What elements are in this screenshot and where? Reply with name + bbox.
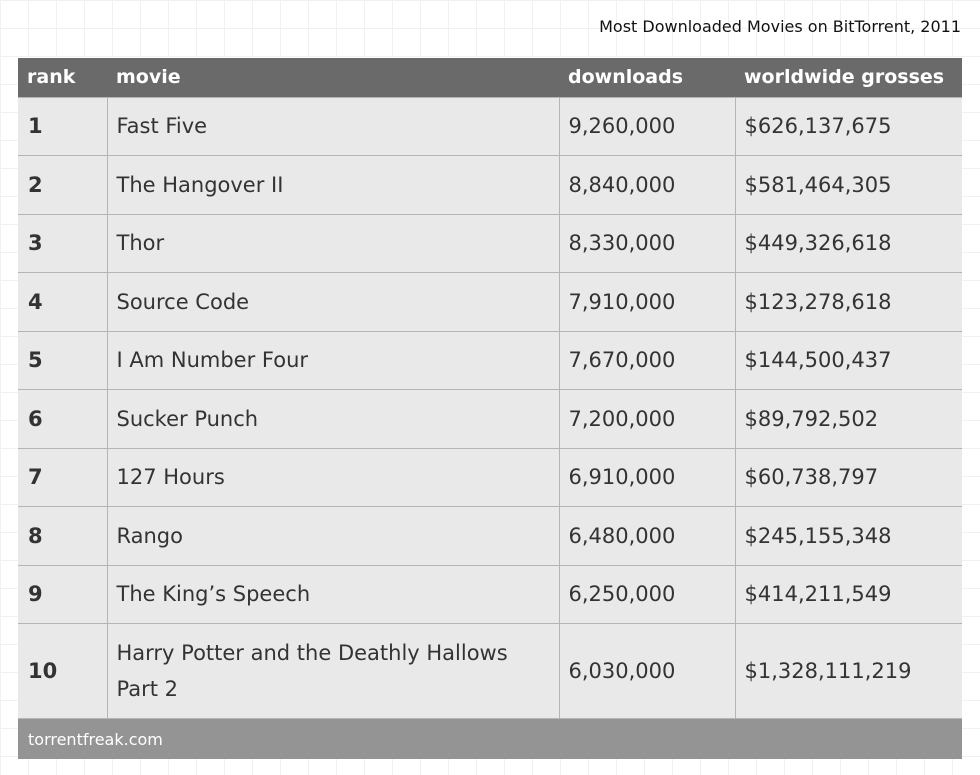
movie-cell: Rango <box>106 506 560 566</box>
movie-cell: I Am Number Four <box>106 330 560 390</box>
rank-cell: 5 <box>18 330 108 390</box>
chart-title: Most Downloaded Movies on BitTorrent, 20… <box>599 17 961 36</box>
gross-cell: $626,137,675 <box>734 96 962 156</box>
table-row: 9 The King’s Speech 6,250,000 $414,211,5… <box>18 564 962 624</box>
downloads-cell: 7,200,000 <box>558 389 736 449</box>
header-rank: rank <box>18 58 107 97</box>
gross-cell: $1,328,111,219 <box>734 623 962 719</box>
movie-cell: Thor <box>106 213 560 273</box>
downloads-cell: 6,480,000 <box>558 506 736 566</box>
downloads-cell: 7,670,000 <box>558 330 736 390</box>
table-header-row: rank movie downloads worldwide grosses <box>18 58 962 97</box>
table-row: 7 127 Hours 6,910,000 $60,738,797 <box>18 447 962 507</box>
gross-cell: $449,326,618 <box>734 213 962 273</box>
movie-cell: Harry Potter and the Deathly Hallows Par… <box>106 623 560 719</box>
movie-cell: Fast Five <box>106 96 560 156</box>
gross-cell: $144,500,437 <box>734 330 962 390</box>
rank-cell: 1 <box>18 96 108 156</box>
table-row: 10 Harry Potter and the Deathly Hallows … <box>18 623 962 719</box>
movie-cell: The King’s Speech <box>106 564 560 624</box>
gross-cell: $414,211,549 <box>734 564 962 624</box>
rank-cell: 6 <box>18 389 108 449</box>
table-footer-row: torrentfreak.com <box>18 718 962 759</box>
table-row: 1 Fast Five 9,260,000 $626,137,675 <box>18 96 962 156</box>
downloads-cell: 6,250,000 <box>558 564 736 624</box>
source-credit: torrentfreak.com <box>18 718 962 759</box>
movie-cell: 127 Hours <box>106 447 560 507</box>
downloads-cell: 6,910,000 <box>558 447 736 507</box>
downloads-cell: 7,910,000 <box>558 272 736 332</box>
gross-cell: $89,792,502 <box>734 389 962 449</box>
downloads-cell: 9,260,000 <box>558 96 736 156</box>
movie-cell: Source Code <box>106 272 560 332</box>
table-row: 6 Sucker Punch 7,200,000 $89,792,502 <box>18 389 962 449</box>
downloads-cell: 6,030,000 <box>558 623 736 719</box>
gross-cell: $123,278,618 <box>734 272 962 332</box>
downloads-cell: 8,840,000 <box>558 155 736 215</box>
gross-cell: $581,464,305 <box>734 155 962 215</box>
header-worldwide-grosses: worldwide grosses <box>735 58 962 97</box>
rank-cell: 10 <box>18 623 108 719</box>
rank-cell: 4 <box>18 272 108 332</box>
rank-cell: 7 <box>18 447 108 507</box>
movie-cell: The Hangover II <box>106 155 560 215</box>
downloads-cell: 8,330,000 <box>558 213 736 273</box>
gross-cell: $245,155,348 <box>734 506 962 566</box>
movie-cell: Sucker Punch <box>106 389 560 449</box>
rank-cell: 9 <box>18 564 108 624</box>
gross-cell: $60,738,797 <box>734 447 962 507</box>
table-row: 5 I Am Number Four 7,670,000 $144,500,43… <box>18 330 962 390</box>
table-row: 4 Source Code 7,910,000 $123,278,618 <box>18 272 962 332</box>
table-row: 2 The Hangover II 8,840,000 $581,464,305 <box>18 155 962 215</box>
table-row: 8 Rango 6,480,000 $245,155,348 <box>18 506 962 566</box>
rank-cell: 3 <box>18 213 108 273</box>
downloads-table: rank movie downloads worldwide grosses 1… <box>18 58 962 759</box>
header-movie: movie <box>107 58 559 97</box>
table-row: 3 Thor 8,330,000 $449,326,618 <box>18 213 962 273</box>
rank-cell: 2 <box>18 155 108 215</box>
rank-cell: 8 <box>18 506 108 566</box>
header-downloads: downloads <box>559 58 735 97</box>
